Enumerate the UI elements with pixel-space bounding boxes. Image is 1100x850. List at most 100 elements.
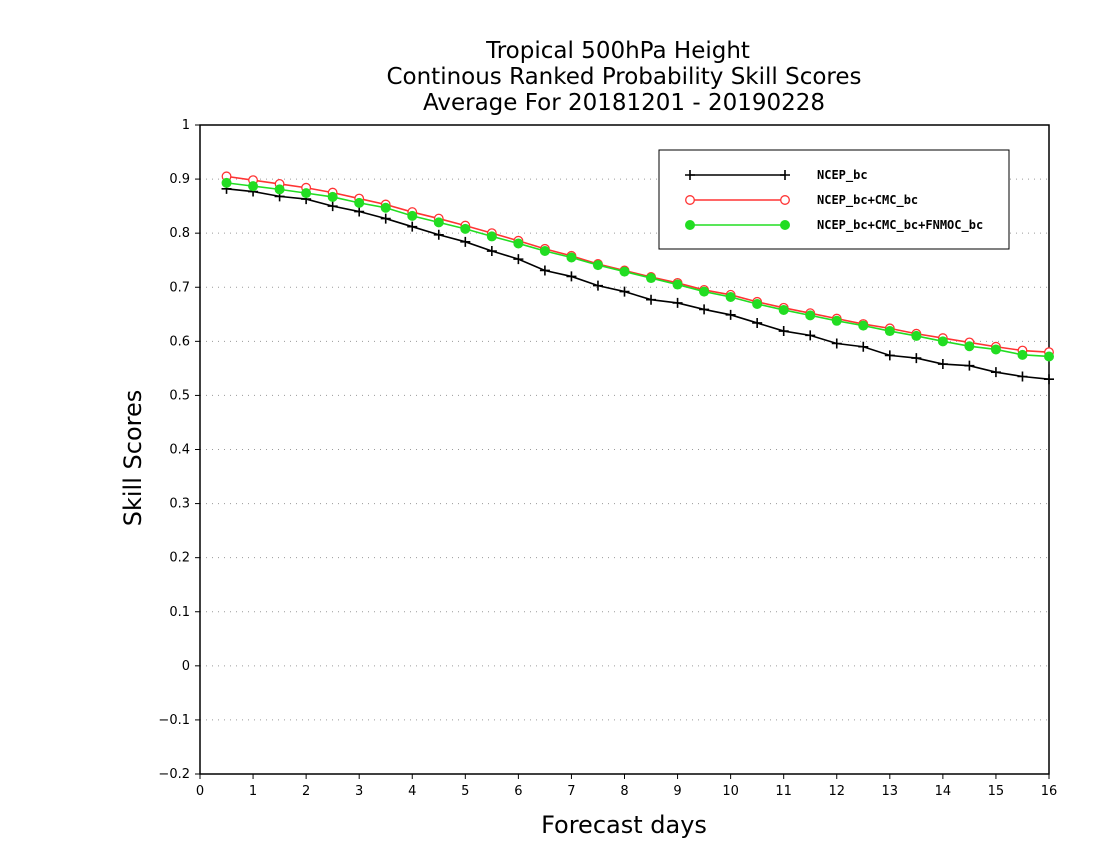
data-point <box>805 310 816 321</box>
data-point <box>805 330 816 341</box>
x-tick-label: 4 <box>408 784 416 799</box>
data-point <box>380 202 391 213</box>
data-point <box>752 317 763 328</box>
data-point <box>539 265 550 276</box>
chart-title: Tropical 500hPa Height Continous Ranked … <box>386 38 861 116</box>
data-point <box>778 326 789 337</box>
y-tick-label: 0.2 <box>169 551 190 566</box>
series-1 <box>221 183 1054 385</box>
data-point <box>964 341 975 352</box>
data-point <box>433 229 444 240</box>
data-point <box>964 360 975 371</box>
legend: NCEP_bc NCEP_bc+CMC_bc NCEP_bc+CMC_bc+FNMO… <box>658 149 1010 250</box>
y-axis-label: Skill Scores <box>119 390 147 527</box>
data-point <box>646 273 657 284</box>
data-point <box>1017 371 1028 382</box>
data-point <box>778 304 789 315</box>
data-point <box>380 213 391 224</box>
data-point <box>301 188 312 199</box>
data-point <box>752 299 763 310</box>
data-point <box>1017 349 1028 360</box>
data-point <box>911 330 922 341</box>
y-tick-label: 0.6 <box>169 334 190 349</box>
x-tick-label: 7 <box>567 784 575 799</box>
x-tick-label: 12 <box>828 784 845 799</box>
y-tick-label: 0.5 <box>169 388 190 403</box>
data-point <box>831 338 842 349</box>
data-point <box>831 315 842 326</box>
data-point <box>619 266 630 277</box>
data-point <box>725 309 736 320</box>
data-point <box>937 359 948 370</box>
data-point <box>858 341 869 352</box>
axes: −0.2−0.100.10.20.30.40.50.60.70.80.910 1 2… <box>158 118 1057 799</box>
legend-item-1: NCEP_bc <box>685 168 868 183</box>
data-point <box>858 320 869 331</box>
data-point <box>566 252 577 263</box>
data-point <box>990 367 1001 378</box>
y-tick-label: 0.1 <box>169 605 190 620</box>
data-point <box>725 291 736 302</box>
data-point <box>407 210 418 221</box>
y-tick-label: 0.7 <box>169 280 190 295</box>
x-tick-label: 13 <box>882 784 899 799</box>
y-tick-label: 0.9 <box>169 172 190 187</box>
x-tick-label: 1 <box>249 784 257 799</box>
title-line-3: Average For 20181201 - 20190228 <box>423 90 825 116</box>
y-tick-label: 0.3 <box>169 497 190 512</box>
x-tick-label: 0 <box>196 784 204 799</box>
x-tick-label: 10 <box>722 784 739 799</box>
series-3 <box>221 177 1054 362</box>
data-point <box>433 217 444 228</box>
title-line-1: Tropical 500hPa Height <box>485 38 750 64</box>
data-point <box>646 294 657 305</box>
data-point <box>699 286 710 297</box>
series-layer <box>221 171 1054 385</box>
data-point <box>699 304 710 315</box>
data-point <box>592 280 603 291</box>
data-point <box>937 336 948 347</box>
data-point <box>1044 351 1054 362</box>
data-point <box>354 197 365 208</box>
data-point <box>990 344 1001 355</box>
data-point <box>911 353 922 364</box>
x-tick-label: 15 <box>988 784 1005 799</box>
title-line-2: Continous Ranked Probability Skill Score… <box>386 64 861 90</box>
data-point <box>327 191 338 202</box>
y-tick-label: −0.2 <box>158 767 190 782</box>
data-point <box>407 221 418 232</box>
y-tick-label: 1 <box>182 118 190 133</box>
grid <box>200 178 1049 721</box>
data-point <box>354 206 365 217</box>
legend-label: NCEP_bc+CMC_bc+FNMOC_bc <box>817 218 983 233</box>
data-point <box>884 350 895 361</box>
data-point <box>566 271 577 282</box>
legend-label: NCEP_bc+CMC_bc <box>817 193 918 208</box>
data-point <box>460 236 471 247</box>
y-tick-label: 0 <box>182 659 190 674</box>
data-point <box>539 246 550 257</box>
data-point <box>884 326 895 337</box>
data-point <box>486 246 497 257</box>
legend-item-2: NCEP_bc+CMC_bc <box>685 193 918 208</box>
y-tick-label: 0.8 <box>169 226 190 241</box>
x-tick-label: 2 <box>302 784 310 799</box>
x-tick-label: 8 <box>620 784 628 799</box>
data-point <box>1044 374 1054 385</box>
legend-item-3: NCEP_bc+CMC_bc+FNMOC_bc <box>685 218 983 233</box>
x-tick-label: 3 <box>355 784 363 799</box>
x-tick-label: 6 <box>514 784 522 799</box>
data-point <box>486 231 497 242</box>
data-point <box>513 254 524 265</box>
data-point <box>248 181 259 192</box>
legend-marker <box>685 220 695 230</box>
data-point <box>460 223 471 234</box>
legend-label: NCEP_bc <box>817 168 868 183</box>
data-point <box>274 184 285 195</box>
data-point <box>513 238 524 249</box>
x-tick-label: 14 <box>935 784 952 799</box>
data-point <box>327 201 338 212</box>
legend-marker <box>780 170 790 180</box>
data-point <box>221 177 232 188</box>
